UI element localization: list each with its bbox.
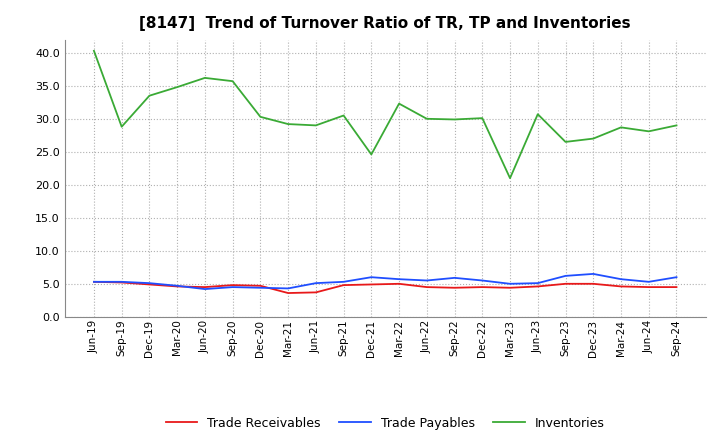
Trade Payables [672,275,681,280]
Trade Receivables [505,285,514,290]
Trade Receivables [672,284,681,290]
Trade Receivables [395,281,403,286]
Inventories [201,75,210,81]
Inventories [173,84,181,90]
Inventories [145,93,154,98]
Trade Receivables [201,284,210,290]
Inventories [367,152,376,157]
Inventories [117,124,126,129]
Trade Receivables [145,282,154,287]
Trade Receivables [228,282,237,288]
Trade Payables [228,284,237,290]
Trade Receivables [256,283,265,289]
Trade Payables [312,281,320,286]
Trade Receivables [478,284,487,290]
Inventories [312,123,320,128]
Trade Receivables [339,282,348,288]
Trade Receivables [173,284,181,289]
Trade Receivables [616,284,625,289]
Legend: Trade Receivables, Trade Payables, Inventories: Trade Receivables, Trade Payables, Inven… [161,412,610,435]
Trade Payables [505,281,514,286]
Inventories [228,78,237,84]
Line: Trade Receivables: Trade Receivables [94,282,677,293]
Trade Receivables [589,281,598,286]
Inventories [284,121,292,127]
Trade Payables [339,279,348,284]
Trade Payables [201,286,210,292]
Inventories [478,115,487,121]
Inventories [256,114,265,119]
Trade Payables [395,276,403,282]
Trade Payables [616,276,625,282]
Trade Payables [173,283,181,289]
Trade Payables [450,275,459,281]
Trade Receivables [644,284,653,290]
Inventories [423,116,431,121]
Trade Payables [367,275,376,280]
Trade Payables [423,278,431,283]
Trade Receivables [284,290,292,296]
Trade Payables [256,285,265,290]
Inventories [505,176,514,181]
Trade Payables [145,281,154,286]
Line: Trade Payables: Trade Payables [94,274,677,289]
Trade Receivables [89,279,98,284]
Inventories [561,139,570,144]
Inventories [339,113,348,118]
Trade Payables [284,286,292,291]
Trade Receivables [117,280,126,285]
Inventories [534,111,542,117]
Trade Receivables [450,285,459,290]
Inventories [644,128,653,134]
Inventories [450,117,459,122]
Inventories [589,136,598,141]
Trade Receivables [312,290,320,295]
Trade Payables [478,278,487,283]
Title: [8147]  Trend of Turnover Ratio of TR, TP and Inventories: [8147] Trend of Turnover Ratio of TR, TP… [140,16,631,32]
Inventories [89,48,98,53]
Trade Payables [561,273,570,279]
Line: Inventories: Inventories [94,51,677,178]
Trade Payables [534,281,542,286]
Trade Receivables [423,284,431,290]
Trade Payables [644,279,653,284]
Trade Payables [117,279,126,284]
Inventories [672,123,681,128]
Trade Receivables [367,282,376,287]
Inventories [395,101,403,106]
Trade Payables [89,279,98,284]
Inventories [616,125,625,130]
Trade Receivables [561,281,570,286]
Trade Payables [589,271,598,276]
Trade Receivables [534,284,542,289]
